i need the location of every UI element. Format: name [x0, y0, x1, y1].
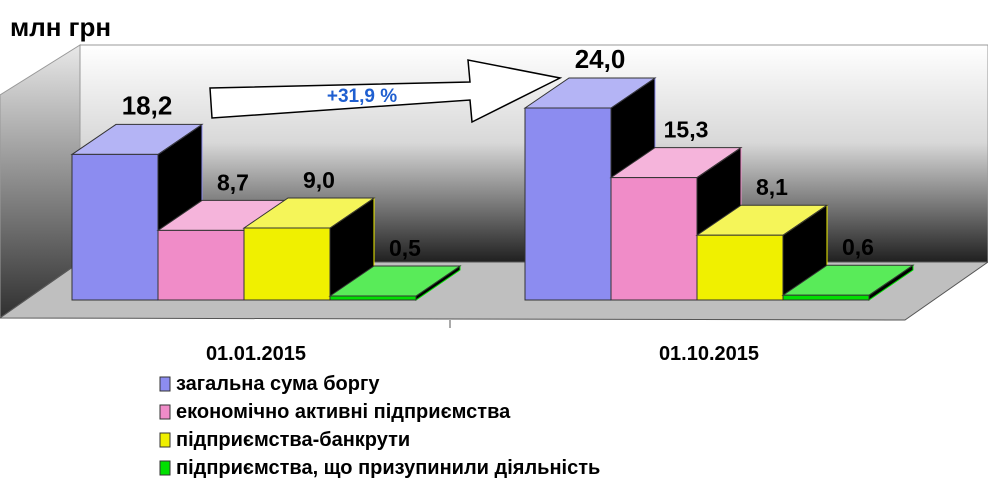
legend-label: підприємства, що призупинили діяльність	[176, 457, 600, 479]
data-label: 9,0	[303, 167, 335, 193]
y-axis-label: млн грн	[10, 12, 111, 42]
legend-swatch	[159, 432, 171, 448]
growth-arrow	[209, 59, 563, 124]
x-tick-label: 01.10.2015	[659, 343, 759, 365]
bar	[782, 294, 870, 301]
data-label: 18,2	[122, 90, 173, 120]
data-label: 15,3	[664, 117, 709, 143]
legend-label: загальна сума боргу	[176, 373, 380, 395]
data-label: 8,7	[217, 169, 249, 195]
data-label: 0,5	[389, 235, 421, 261]
data-label: 24,0	[575, 44, 626, 74]
bar	[524, 107, 612, 301]
x-tick-label: 01.01.2015	[206, 343, 306, 365]
data-label: 0,6	[842, 234, 874, 260]
bar	[610, 177, 698, 301]
bar	[696, 234, 784, 301]
legend-label: економічно активні підприємства	[176, 401, 511, 423]
data-label: 8,1	[756, 174, 788, 200]
legend-swatch	[159, 460, 171, 476]
legend-label: підприємства-банкрути	[176, 429, 410, 451]
annotation: +31,9 %	[327, 86, 397, 107]
legend-swatch	[159, 376, 171, 392]
bar	[71, 153, 159, 301]
bar	[243, 227, 331, 301]
bar	[329, 295, 417, 301]
bar	[157, 229, 245, 301]
legend-swatch	[159, 404, 171, 420]
